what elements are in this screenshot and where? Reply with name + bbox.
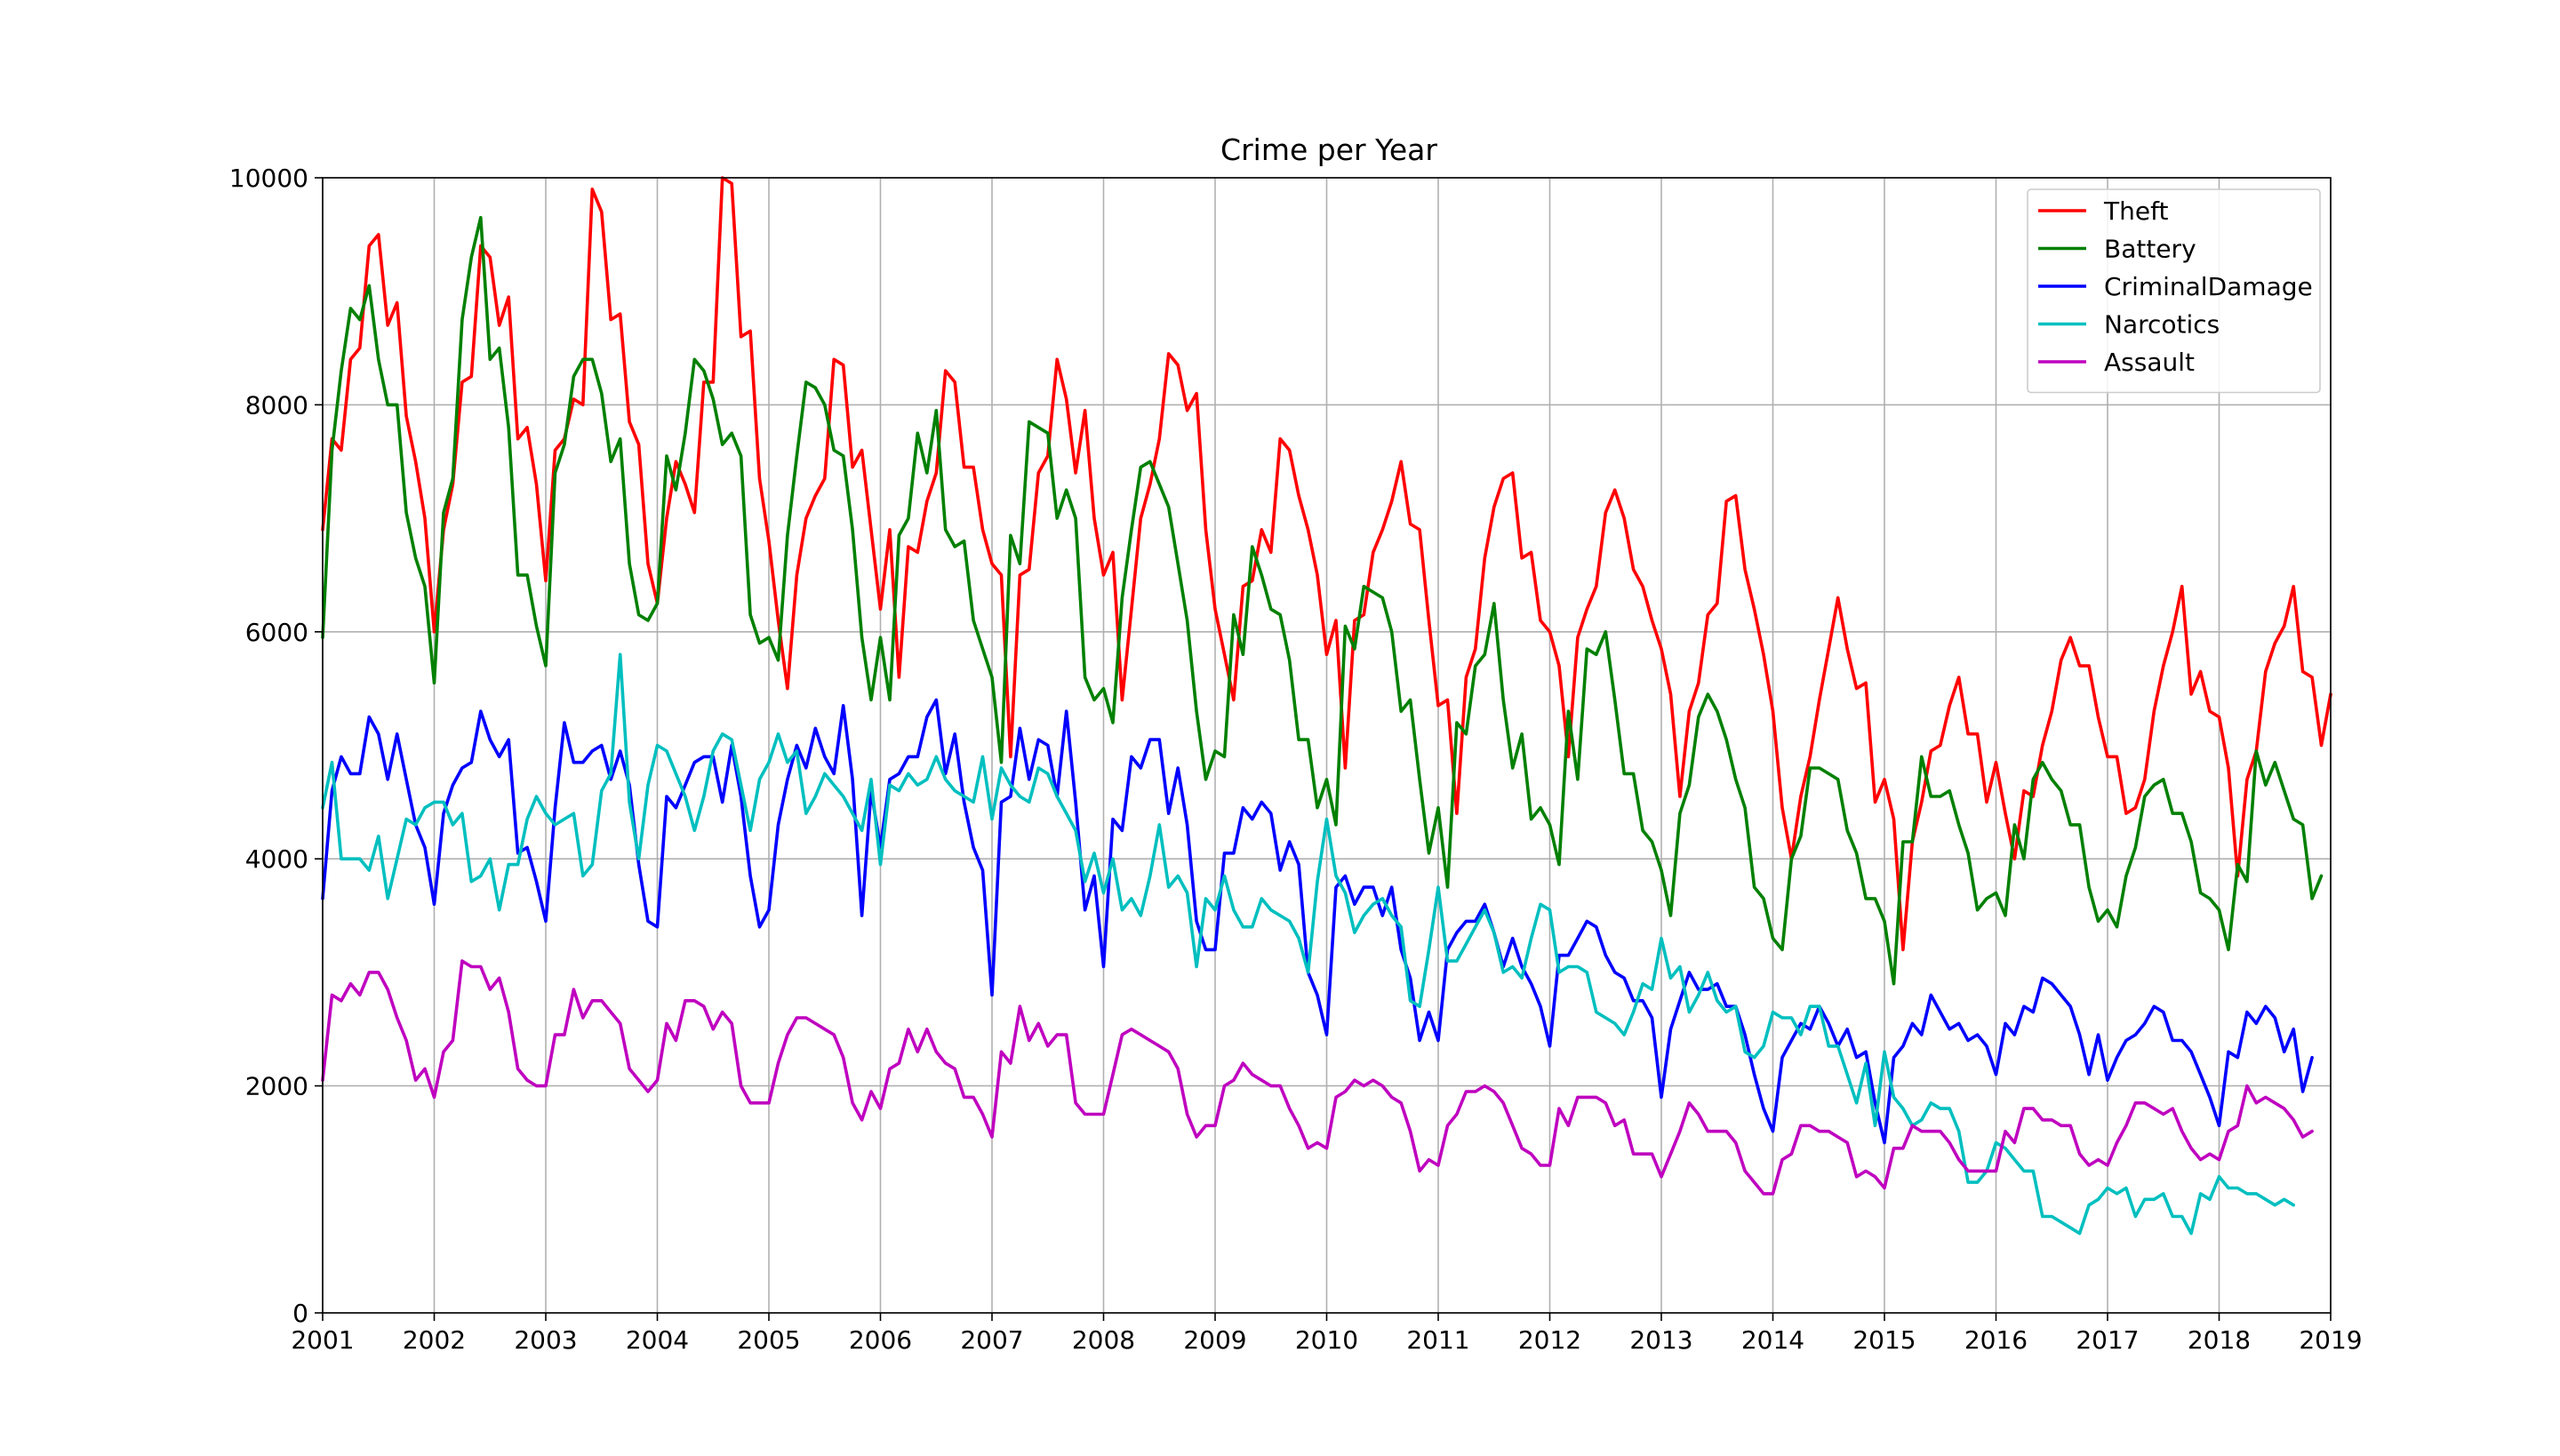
x-tick-label: 2002 [403,1325,466,1355]
chart-title: Crime per Year [1220,132,1437,167]
x-tick-label: 2012 [1518,1325,1581,1355]
x-tick-label: 2007 [960,1325,1023,1355]
y-tick-label: 0 [292,1299,308,1328]
axis-ticks: 2001 2002 2003 2004 2005 2006 2007 2008 2009 2010… [229,164,2363,1355]
series-line-battery [321,215,2324,986]
x-tick-label: 2006 [849,1325,912,1355]
x-tick-label: 2009 [1183,1325,1246,1355]
legend: Theft Battery CriminalDamage Narcotics Assau… [2027,188,2321,394]
x-tick-label: 2008 [1072,1325,1135,1355]
legend-label-narcotics: Narcotics [2104,310,2220,340]
legend-label-battery: Battery [2104,235,2196,264]
series-line-criminaldamage [321,698,2314,1145]
y-tick-label: 8000 [245,390,308,420]
y-tick-label: 2000 [245,1072,308,1101]
y-tick-label: 4000 [245,844,308,874]
legend-label-criminaldamage: CriminalDamage [2104,272,2313,301]
x-tick-label: 2019 [2299,1325,2362,1355]
legend-label-assault: Assault [2104,348,2195,377]
x-tick-label: 2010 [1295,1325,1358,1355]
series-lines [321,176,2332,1236]
x-tick-label: 2016 [1964,1325,2028,1355]
x-tick-label: 2003 [514,1325,577,1355]
x-tick-label: 2011 [1406,1325,1469,1355]
x-tick-label: 2017 [2076,1325,2139,1355]
x-tick-label: 2001 [291,1325,354,1355]
x-tick-label: 2015 [1852,1325,1916,1355]
legend-box [2027,188,2321,394]
x-tick-label: 2004 [626,1325,689,1355]
x-tick-label: 2014 [1741,1325,1804,1355]
x-tick-label: 2018 [2188,1325,2251,1355]
series-line-assault [321,959,2314,1196]
x-tick-label: 2005 [737,1325,800,1355]
legend-label-theft: Theft [2103,196,2168,226]
y-tick-label: 10000 [229,164,308,193]
y-tick-label: 6000 [245,618,308,647]
x-tick-label: 2013 [1629,1325,1692,1355]
